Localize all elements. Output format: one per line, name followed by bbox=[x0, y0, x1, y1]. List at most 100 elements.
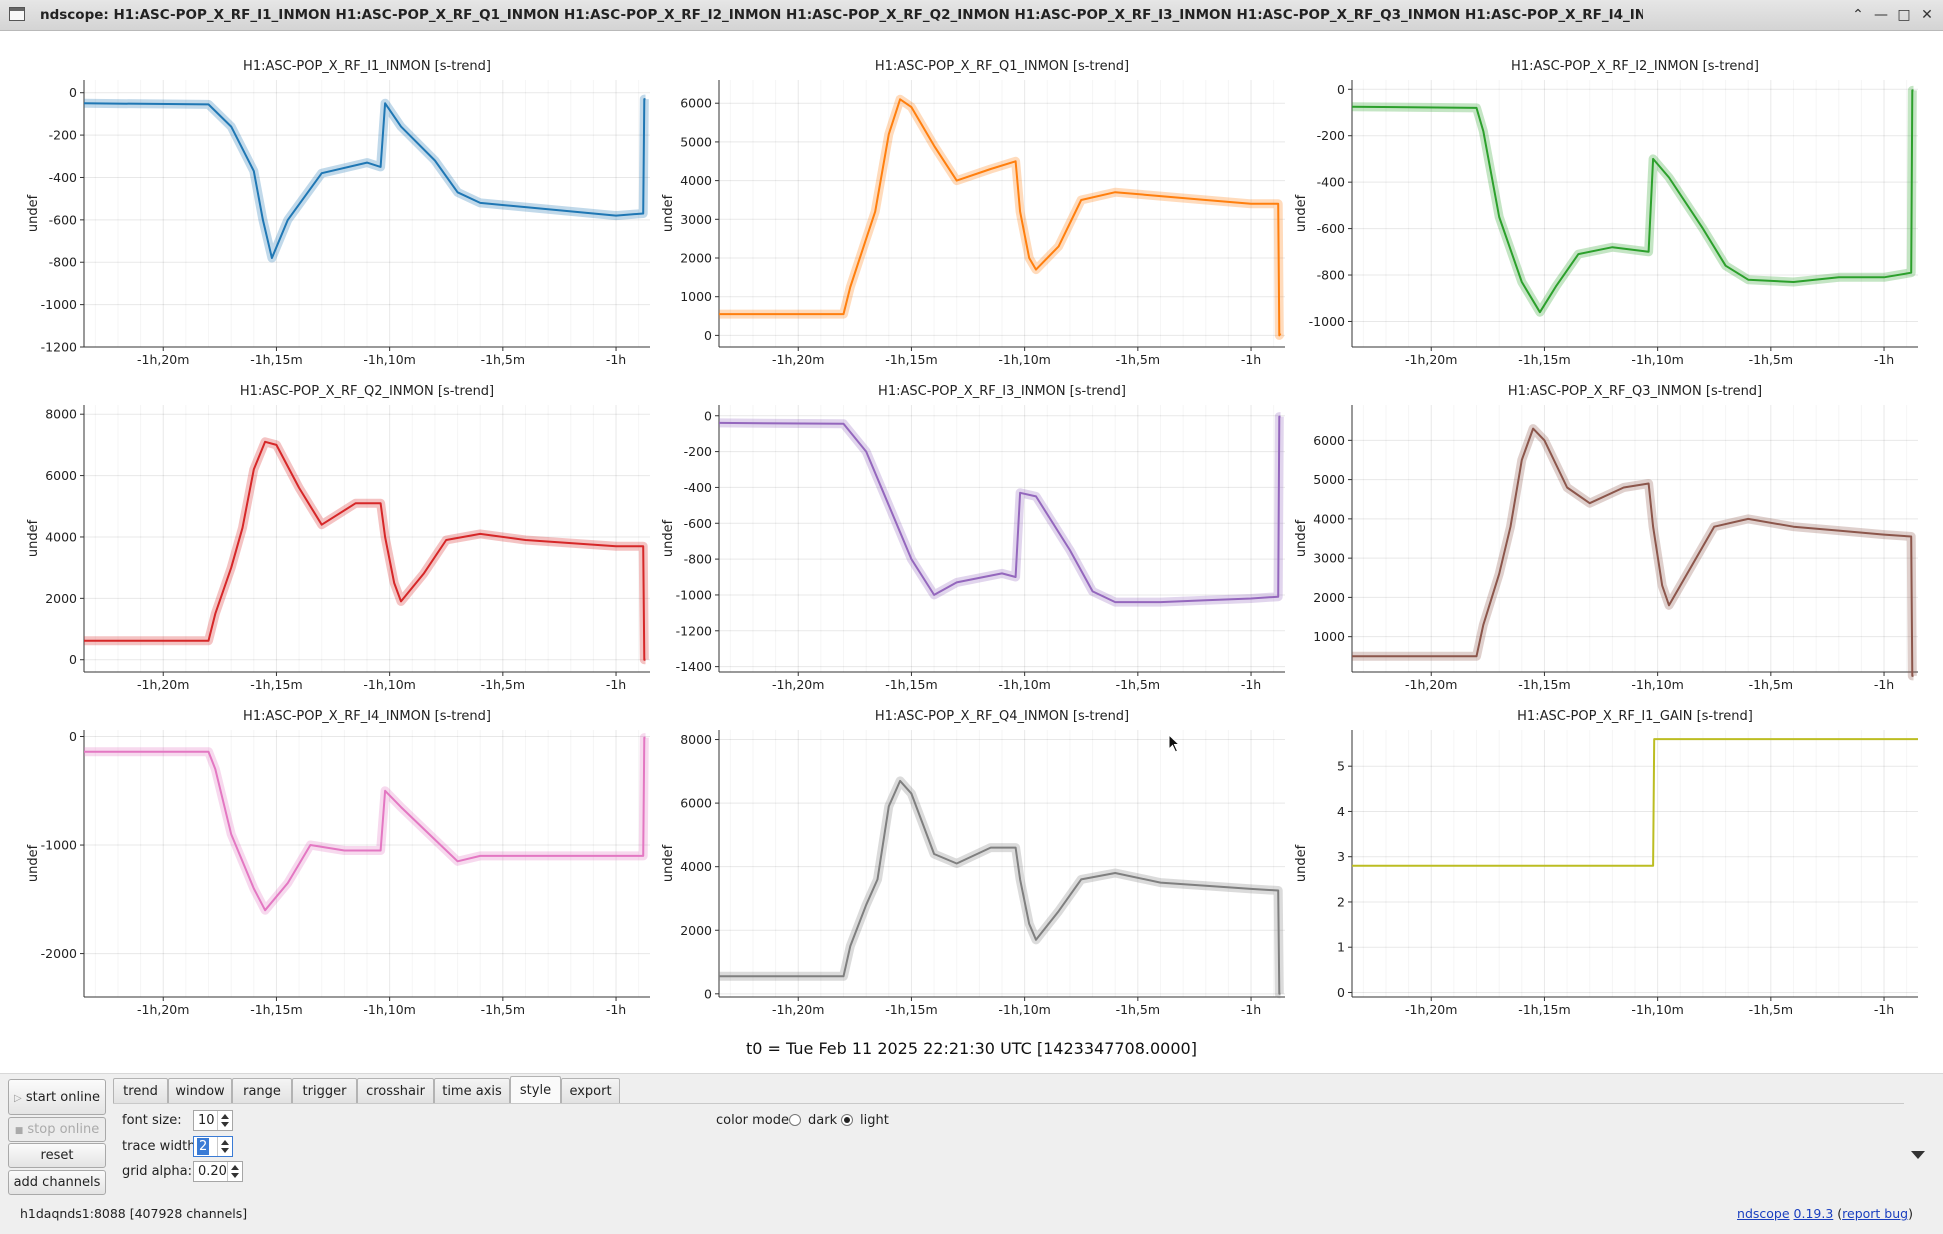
add-channels-button[interactable]: add channels bbox=[8, 1170, 106, 1195]
x-tick-label: -1h bbox=[606, 677, 626, 692]
y-axis-label: undef bbox=[1294, 194, 1309, 232]
x-tick-label: -1h,10m bbox=[1631, 677, 1683, 692]
series-line[interactable] bbox=[719, 779, 1281, 995]
y-tick-label: 0 bbox=[704, 986, 712, 1001]
x-tick-label: -1h bbox=[1874, 1002, 1894, 1017]
grid-alpha-label: grid alpha: bbox=[122, 1164, 193, 1179]
x-tick-label: -1h bbox=[1874, 677, 1894, 692]
tab-time-axis[interactable]: time axis bbox=[434, 1078, 510, 1104]
y-tick-label: 2000 bbox=[680, 251, 712, 266]
tab-export[interactable]: export bbox=[561, 1078, 620, 1104]
plot-title: H1:ASC-POP_X_RF_Q4_INMON [s-trend] bbox=[875, 709, 1129, 724]
y-axis-label: undef bbox=[661, 519, 676, 557]
plot-panel[interactable]: H1:ASC-POP_X_RF_I1_INMON [s-trend] -1h,20… bbox=[26, 59, 650, 367]
x-tick-label: -1h,10m bbox=[1631, 1002, 1683, 1017]
y-tick-label: 5 bbox=[1337, 759, 1345, 774]
y-tick-label: 3 bbox=[1337, 849, 1345, 864]
plot-panel[interactable]: H1:ASC-POP_X_RF_Q1_INMON [s-trend] -1h,20… bbox=[661, 59, 1285, 367]
plot-panel[interactable]: H1:ASC-POP_X_RF_I3_INMON [s-trend] -1h,20… bbox=[661, 384, 1285, 692]
plot-title: H1:ASC-POP_X_RF_Q3_INMON [s-trend] bbox=[1508, 384, 1762, 399]
plot-panel[interactable]: H1:ASC-POP_X_RF_I1_GAIN [s-trend] -1h,20m… bbox=[1294, 709, 1918, 1017]
x-tick-label: -1h,10m bbox=[998, 1002, 1050, 1017]
tab-window[interactable]: window bbox=[168, 1078, 232, 1104]
y-axis-label: undef bbox=[26, 519, 41, 557]
plot-panel[interactable]: H1:ASC-POP_X_RF_Q3_INMON [s-trend] -1h,20… bbox=[1294, 384, 1918, 692]
ndscope-link[interactable]: ndscope bbox=[1737, 1206, 1790, 1221]
series-line[interactable] bbox=[1352, 427, 1914, 677]
tab-trend[interactable]: trend bbox=[113, 1078, 168, 1104]
grid-alpha-spinbox[interactable]: 0.20 bbox=[193, 1161, 243, 1182]
restore-icon[interactable]: — bbox=[1874, 7, 1888, 23]
tab-style[interactable]: style bbox=[510, 1076, 561, 1104]
y-tick-label: 8000 bbox=[680, 732, 712, 747]
y-tick-label: -1000 bbox=[676, 587, 712, 602]
y-tick-label: 1 bbox=[1337, 940, 1345, 955]
y-tick-label: -600 bbox=[1317, 221, 1345, 236]
y-axis-label: undef bbox=[26, 194, 41, 232]
trace-width-value[interactable]: 2 bbox=[197, 1138, 210, 1155]
plot-panel[interactable]: H1:ASC-POP_X_RF_Q4_INMON [s-trend] -1h,20… bbox=[661, 709, 1285, 1017]
series-line[interactable] bbox=[84, 440, 646, 661]
y-tick-label: -800 bbox=[1317, 268, 1345, 283]
x-tick-label: -1h,10m bbox=[998, 352, 1050, 367]
y-tick-label: 0 bbox=[69, 729, 77, 744]
version-link[interactable]: 0.19.3 bbox=[1793, 1206, 1834, 1221]
y-tick-label: -200 bbox=[49, 128, 77, 143]
y-tick-label: -1000 bbox=[41, 297, 77, 312]
plot-panel[interactable]: H1:ASC-POP_X_RF_Q2_INMON [s-trend] -1h,20… bbox=[26, 384, 650, 692]
plot-title: H1:ASC-POP_X_RF_I4_INMON [s-trend] bbox=[243, 709, 491, 724]
plot-title: H1:ASC-POP_X_RF_I2_INMON [s-trend] bbox=[1511, 59, 1759, 74]
plot-area[interactable] bbox=[0, 31, 1943, 1073]
stop-online-button[interactable]: ■ stop online bbox=[8, 1117, 106, 1142]
tab-trigger[interactable]: trigger bbox=[292, 1078, 357, 1104]
y-tick-label: 5000 bbox=[680, 134, 712, 149]
series-line[interactable] bbox=[83, 98, 646, 259]
x-tick-label: -1h,15m bbox=[250, 677, 302, 692]
plot-grid[interactable]: H1:ASC-POP_X_RF_I1_INMON [s-trend] -1h,20… bbox=[0, 0, 1943, 1073]
plot-panel[interactable]: H1:ASC-POP_X_RF_I2_INMON [s-trend] -1h,20… bbox=[1294, 59, 1918, 367]
y-tick-label: 6000 bbox=[680, 796, 712, 811]
maximize-icon[interactable]: □ bbox=[1897, 7, 1911, 23]
x-tick-label: -1h,5m bbox=[1749, 677, 1794, 692]
light-mode-label[interactable]: light bbox=[860, 1113, 889, 1128]
spin-arrows-icon[interactable] bbox=[217, 1137, 232, 1156]
font-size-spinbox[interactable]: 10 bbox=[193, 1110, 233, 1131]
series-line[interactable] bbox=[1351, 89, 1914, 314]
play-icon: ▷ bbox=[14, 1092, 22, 1104]
y-tick-label: 0 bbox=[1337, 82, 1345, 97]
minimize-icon[interactable]: ⌃ bbox=[1852, 7, 1864, 23]
y-tick-label: 4 bbox=[1337, 804, 1345, 819]
close-icon[interactable]: ✕ bbox=[1921, 7, 1933, 23]
tab-range[interactable]: range bbox=[232, 1078, 292, 1104]
trace-width-spinbox[interactable]: 2 bbox=[193, 1136, 233, 1157]
plot-panel[interactable]: H1:ASC-POP_X_RF_I4_INMON [s-trend] -1h,20… bbox=[26, 709, 650, 1017]
report-bug-link[interactable]: report bug bbox=[1842, 1206, 1909, 1221]
y-axis-label: undef bbox=[26, 844, 41, 882]
tab-crosshair[interactable]: crosshair bbox=[357, 1078, 434, 1104]
x-tick-label: -1h,15m bbox=[250, 1002, 302, 1017]
spin-arrows-icon[interactable] bbox=[227, 1162, 242, 1181]
x-tick-label: -1h,15m bbox=[1518, 1002, 1570, 1017]
x-tick-label: -1h,20m bbox=[137, 1002, 189, 1017]
x-tick-label: -1h,20m bbox=[137, 677, 189, 692]
reset-button[interactable]: reset bbox=[8, 1143, 106, 1168]
y-tick-label: 2000 bbox=[45, 591, 77, 606]
series-line[interactable] bbox=[718, 415, 1281, 604]
series-line[interactable] bbox=[1352, 738, 1918, 867]
y-tick-label: 1000 bbox=[1313, 629, 1345, 644]
light-mode-radio[interactable] bbox=[841, 1114, 853, 1126]
dark-mode-label[interactable]: dark bbox=[808, 1113, 838, 1128]
y-tick-label: -200 bbox=[1317, 128, 1345, 143]
x-tick-label: -1h bbox=[606, 352, 626, 367]
series-line[interactable] bbox=[719, 98, 1282, 337]
start-online-button[interactable]: ▷ start online bbox=[8, 1079, 106, 1115]
server-status: h1daqnds1:8088 [407928 channels] bbox=[20, 1206, 248, 1221]
dark-mode-radio[interactable] bbox=[789, 1114, 801, 1126]
y-tick-label: 1000 bbox=[680, 289, 712, 304]
y-tick-label: 3000 bbox=[680, 212, 712, 227]
panel-collapse-arrow-icon[interactable] bbox=[1911, 1151, 1925, 1159]
y-tick-label: 5000 bbox=[1313, 472, 1345, 487]
series-line[interactable] bbox=[84, 736, 646, 912]
plot-title: H1:ASC-POP_X_RF_I3_INMON [s-trend] bbox=[878, 384, 1126, 399]
spin-arrows-icon[interactable] bbox=[217, 1111, 232, 1130]
